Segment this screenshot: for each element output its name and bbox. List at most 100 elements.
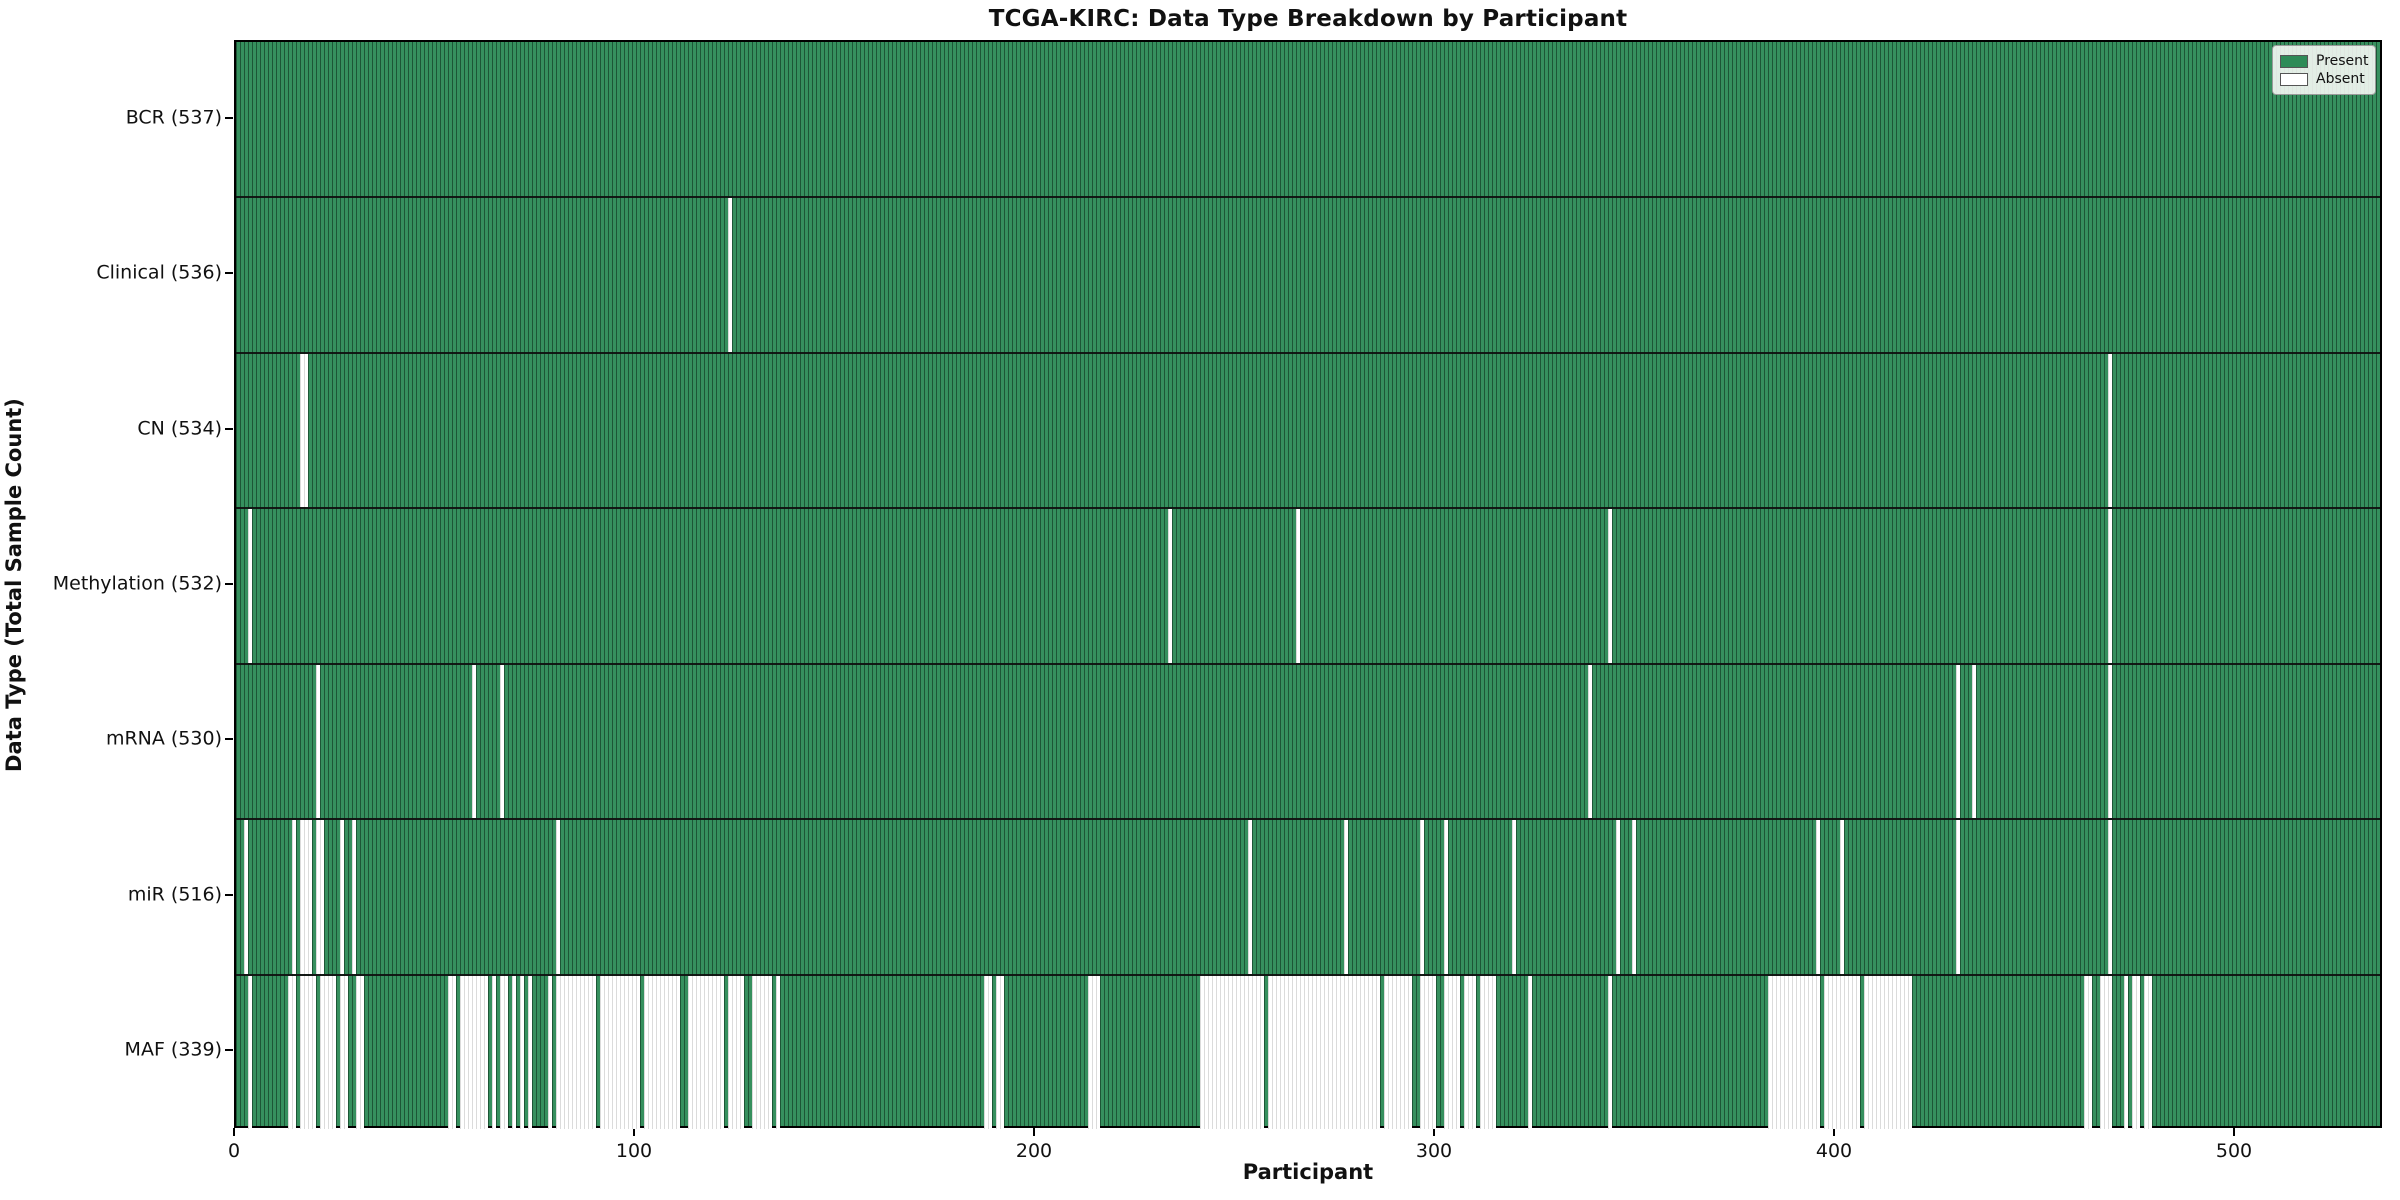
y-tick-mark: [225, 893, 233, 896]
absent-bar-maf: [776, 975, 780, 1129]
absent-bar-mir: [1616, 820, 1620, 974]
absent-bar-mir: [1956, 820, 1960, 974]
absent-bar-maf: [1268, 975, 1380, 1129]
y-tick-mark: [225, 738, 233, 741]
y-tick-mark: [225, 116, 233, 119]
absent-bar-maf: [1528, 975, 1532, 1129]
absent-bar-mir: [1248, 820, 1252, 974]
present-swatch-icon: [2280, 54, 2308, 68]
absent-bar-maf: [328, 975, 336, 1129]
absent-bar-mrna: [472, 664, 476, 819]
y-tick-label-clinical: Clinical (536): [96, 261, 222, 284]
absent-bar-maf: [644, 975, 680, 1129]
absent-bar-maf: [512, 975, 516, 1129]
absent-bar-maf: [520, 975, 524, 1129]
absent-bar-methylation: [1608, 509, 1612, 663]
absent-bar-maf: [2124, 975, 2128, 1129]
absent-bar-mir: [1420, 820, 1424, 974]
absent-bar-methylation: [1296, 509, 1300, 663]
row-divider: [236, 973, 2380, 976]
absent-bar-mir: [1816, 820, 1820, 974]
chart-title: TCGA-KIRC: Data Type Breakdown by Partic…: [988, 6, 1628, 32]
x-tick-label-300: 300: [1415, 1140, 1453, 1162]
x-tick-label-500: 500: [2215, 1140, 2253, 1162]
x-axis-label: Participant: [1242, 1160, 1374, 1184]
legend-item-absent: Absent: [2280, 71, 2368, 87]
absent-bar-mrna: [1972, 664, 1976, 819]
absent-bar-cn: [2108, 353, 2112, 508]
absent-bar-maf: [248, 975, 252, 1129]
absent-bar-maf: [1824, 975, 1860, 1129]
y-tick-mark: [225, 1049, 233, 1052]
y-tick-label-mir: miR (516): [127, 883, 222, 906]
absent-bar-maf: [996, 975, 1004, 1129]
absent-bar-maf: [984, 975, 992, 1129]
absent-bar-methylation: [2108, 509, 2112, 663]
x-tick-mark: [1833, 1128, 1835, 1136]
x-tick-mark: [2233, 1128, 2235, 1136]
absent-bar-maf: [1768, 975, 1820, 1129]
absent-bar-maf: [356, 975, 364, 1129]
absent-bar-mir: [300, 820, 312, 974]
y-tick-label-cn: CN (534): [137, 417, 222, 440]
absent-bar-mir: [1840, 820, 1844, 974]
y-tick-label-mrna: mRNA (530): [105, 727, 222, 750]
absent-bar-mrna: [1956, 664, 1960, 819]
absent-bar-methylation: [248, 509, 252, 663]
absent-bar-maf: [1420, 975, 1436, 1129]
absent-bar-maf: [548, 975, 552, 1129]
absent-bar-maf: [500, 975, 508, 1129]
legend: Present Absent: [2272, 45, 2376, 95]
absent-bar-clinical: [728, 198, 732, 352]
absent-bar-mir: [340, 820, 344, 974]
absent-bar-maf: [448, 975, 456, 1129]
absent-bar-cn: [300, 353, 308, 508]
row-divider: [236, 507, 2380, 510]
x-tick-label-200: 200: [1015, 1140, 1053, 1162]
absent-swatch-icon: [2280, 72, 2308, 86]
absent-bar-mrna: [1588, 664, 1592, 819]
absent-bar-maf: [1864, 975, 1912, 1129]
y-tick-label-maf: MAF (339): [124, 1038, 222, 1061]
absent-bar-maf: [320, 975, 328, 1129]
plot-area: [234, 40, 2382, 1129]
absent-bar-maf: [1384, 975, 1412, 1129]
x-tick-mark: [233, 1128, 235, 1136]
y-tick-label-bcr: BCR (537): [125, 106, 222, 129]
absent-bar-maf: [460, 975, 488, 1129]
absent-bar-mir: [1632, 820, 1636, 974]
absent-bar-maf: [1608, 975, 1612, 1129]
x-tick-label-100: 100: [615, 1140, 653, 1162]
absent-bar-maf: [2132, 975, 2140, 1129]
absent-bar-mrna: [2108, 664, 2112, 819]
absent-bar-maf: [728, 975, 744, 1129]
y-tick-mark: [225, 583, 233, 585]
row-divider: [236, 662, 2380, 665]
absent-bar-maf: [600, 975, 640, 1129]
legend-label-absent: Absent: [2316, 71, 2365, 87]
absent-bar-maf: [752, 975, 772, 1129]
absent-bar-mir: [1512, 820, 1516, 974]
y-tick-mark: [225, 272, 233, 275]
absent-bar-maf: [1480, 975, 1496, 1129]
x-tick-mark: [1033, 1128, 1035, 1136]
absent-bar-maf: [688, 975, 724, 1129]
absent-bar-maf: [528, 975, 532, 1129]
absent-bar-maf: [300, 975, 308, 1129]
absent-bar-maf: [288, 975, 296, 1129]
absent-bar-mir: [1344, 820, 1348, 974]
absent-bar-mir: [316, 820, 324, 974]
absent-bar-maf: [340, 975, 348, 1129]
absent-bar-maf: [308, 975, 316, 1129]
x-tick-label-0: 0: [227, 1140, 241, 1162]
absent-bar-mir: [2108, 820, 2112, 974]
row-divider: [236, 196, 2380, 199]
absent-bar-methylation: [1168, 509, 1172, 663]
legend-item-present: Present: [2280, 53, 2369, 69]
absent-bar-maf: [2144, 975, 2152, 1129]
y-tick-label-methylation: Methylation (532): [52, 572, 222, 595]
absent-bar-mir: [1444, 820, 1448, 974]
row-divider: [236, 818, 2380, 821]
absent-bar-mir: [556, 820, 560, 974]
